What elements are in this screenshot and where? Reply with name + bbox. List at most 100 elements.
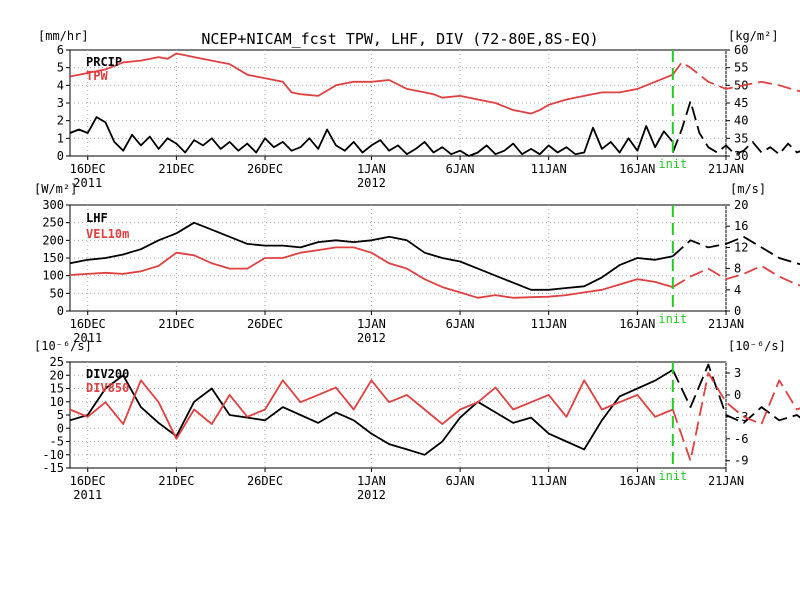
x-tick-label: 16JAN — [619, 474, 655, 488]
left-axis-ticks-2: 0 50 100 150 200 250 300 — [42, 198, 70, 318]
panel-lhf-vel10m: [W/m²] [m/s] 0 50 100 150 200 250 300 0 4 8 12 16 2… — [34, 182, 800, 345]
right-tick-label: 3 — [734, 366, 741, 380]
left-axis-ticks-1: 0 1 2 3 4 5 6 — [57, 43, 70, 163]
figure-title: NCEP+NICAM_fcst TPW, LHF, DIV (72-80E,8S… — [201, 30, 598, 48]
right-tick-label: 0 — [734, 388, 741, 402]
x-tick-label: 16JAN — [619, 317, 655, 331]
x-year-label: 2011 — [73, 331, 102, 345]
x-tick-label: 1JAN — [357, 162, 386, 176]
series-line — [671, 363, 800, 424]
series-line — [69, 52, 674, 115]
series-line — [69, 246, 674, 299]
left-tick-label: 150 — [42, 251, 64, 265]
left-tick-label: 4 — [57, 78, 64, 92]
left-tick-label: 50 — [50, 286, 64, 300]
series-group-2: init — [69, 205, 800, 326]
x-tick-label: 6JAN — [446, 474, 475, 488]
x-year-label: 2011 — [73, 488, 102, 502]
right-unit-1: [kg/m²] — [728, 29, 779, 43]
legend-lhf: LHF — [86, 211, 108, 225]
x-tick-label: 26DEC — [247, 317, 283, 331]
left-tick-label: 25 — [50, 355, 64, 369]
series-line — [672, 235, 800, 266]
x-tick-label: 6JAN — [446, 317, 475, 331]
series-group-3: init — [69, 362, 800, 483]
init-marker-label: init — [658, 312, 687, 326]
right-tick-label: 16 — [734, 219, 748, 233]
left-tick-label: 15 — [50, 382, 64, 396]
legend-div850: DIV850 — [86, 381, 129, 395]
x-year-label: 2012 — [357, 488, 386, 502]
init-marker-label: init — [658, 157, 687, 171]
right-tick-label: -6 — [734, 432, 748, 446]
left-tick-label: 6 — [57, 43, 64, 57]
x-tick-label: 21JAN — [708, 474, 744, 488]
right-tick-label: 40 — [734, 114, 748, 128]
x-year-label: 2012 — [357, 176, 386, 190]
left-tick-label: 3 — [57, 96, 64, 110]
left-tick-label: 1 — [57, 131, 64, 145]
x-tick-label: 16DEC — [70, 162, 106, 176]
right-tick-label: 8 — [734, 262, 741, 276]
x-tick-label: 6JAN — [446, 162, 475, 176]
x-tick-label: 21DEC — [158, 162, 194, 176]
left-tick-label: 250 — [42, 216, 64, 230]
right-unit-3: [10⁻⁶/s] — [728, 339, 786, 353]
series-line — [671, 372, 800, 462]
x-tick-label: 21JAN — [708, 317, 744, 331]
right-tick-label: 35 — [734, 131, 748, 145]
left-tick-label: -15 — [42, 461, 64, 475]
left-tick-label: -5 — [50, 435, 64, 449]
series-group-1: init — [69, 50, 800, 171]
legend-div200: DIV200 — [86, 367, 129, 381]
x-axis-labels-3: 16DEC 21DEC 26DEC 1JAN 6JAN 11JAN 16JAN 21JAN 20… — [70, 468, 744, 502]
series-line — [69, 221, 673, 291]
x-tick-label: 1JAN — [357, 317, 386, 331]
left-tick-label: 200 — [42, 233, 64, 247]
x-tick-label: 16DEC — [70, 317, 106, 331]
x-year-label: 2012 — [357, 331, 386, 345]
x-tick-label: 16JAN — [619, 162, 655, 176]
series-line — [672, 264, 800, 288]
x-tick-label: 26DEC — [247, 162, 283, 176]
left-tick-label: 100 — [42, 269, 64, 283]
x-tick-label: 1JAN — [357, 474, 386, 488]
left-unit-1: [mm/hr] — [38, 29, 89, 43]
right-unit-2: [m/s] — [730, 182, 766, 196]
left-unit-2: [W/m²] — [34, 182, 77, 196]
right-axis-ticks-3: -9-6-303 — [726, 366, 748, 468]
series-line — [69, 369, 674, 456]
x-tick-label: 11JAN — [531, 162, 567, 176]
left-tick-label: 0 — [57, 149, 64, 163]
left-tick-label: 2 — [57, 114, 64, 128]
right-tick-label: 4 — [734, 283, 741, 297]
x-tick-label: 21JAN — [708, 162, 744, 176]
left-tick-label: -10 — [42, 448, 64, 462]
init-marker-label: init — [658, 469, 687, 483]
right-axis-ticks-2: 0 4 8 12 16 20 — [726, 198, 748, 318]
x-tick-label: 11JAN — [531, 474, 567, 488]
x-axis-labels-1: 16DEC 21DEC 26DEC 1JAN 6JAN 11JAN 16JAN 21JAN 20… — [70, 156, 744, 190]
series-line — [69, 116, 674, 157]
legend-precip: PRCIP — [86, 55, 122, 69]
left-tick-label: 5 — [57, 408, 64, 422]
right-tick-label: 0 — [734, 304, 741, 318]
series-line — [672, 61, 800, 93]
gridlines-3 — [70, 362, 727, 468]
gridlines-2 — [70, 205, 727, 311]
x-tick-label: 26DEC — [247, 474, 283, 488]
legend-vel10m: VEL10m — [86, 227, 129, 241]
right-tick-label: 55 — [734, 61, 748, 75]
x-tick-label: 21DEC — [158, 317, 194, 331]
x-year-label: 2011 — [73, 176, 102, 190]
x-axis-labels-2: 16DEC 21DEC 26DEC 1JAN 6JAN 11JAN 16JAN 21JAN 20… — [70, 311, 744, 345]
right-tick-label: -9 — [734, 454, 748, 468]
x-tick-label: 21DEC — [158, 474, 194, 488]
left-tick-label: 0 — [57, 421, 64, 435]
right-tick-label: 60 — [734, 43, 748, 57]
